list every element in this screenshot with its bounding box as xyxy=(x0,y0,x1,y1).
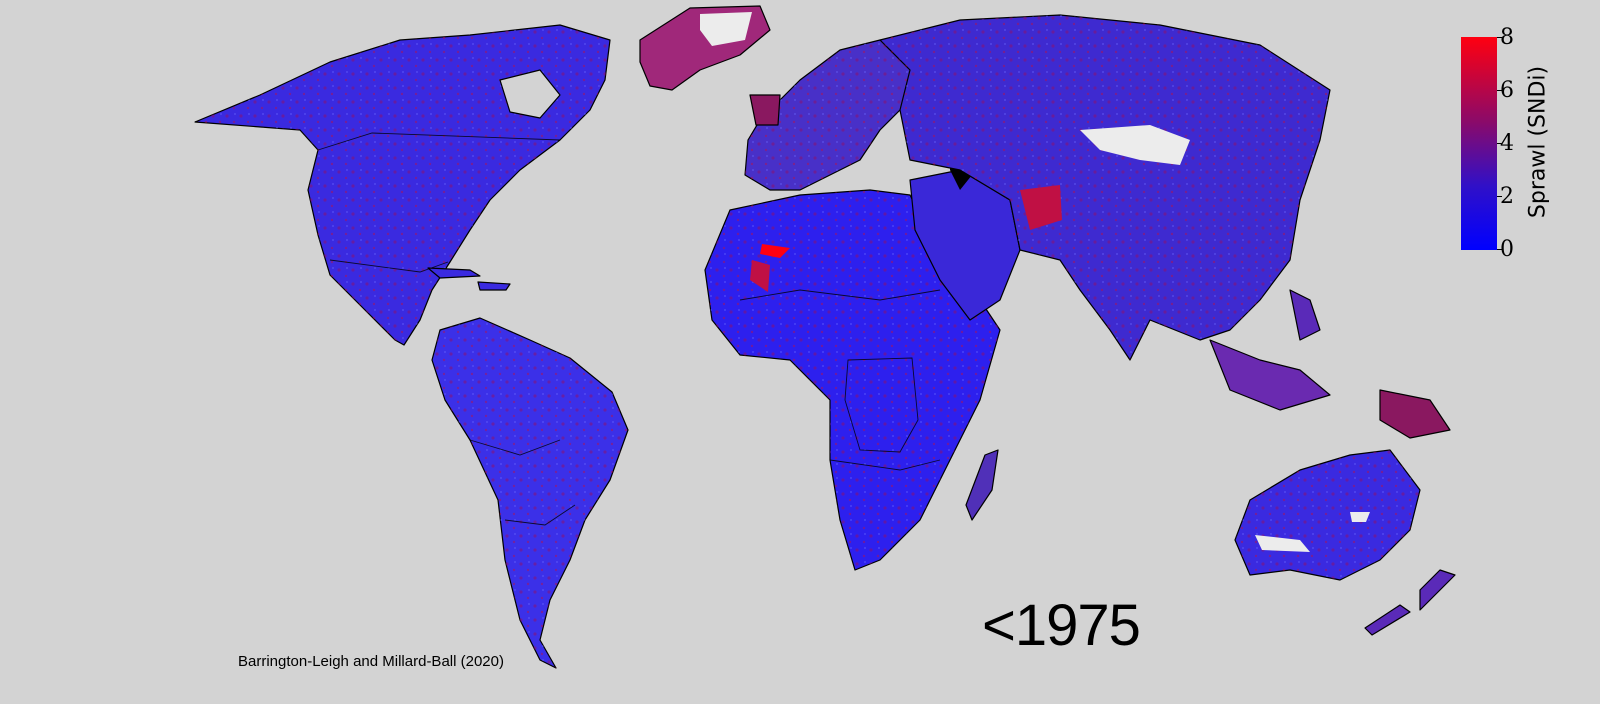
southeast-asia-islands xyxy=(1209,289,1451,439)
legend-tick: 8 xyxy=(1500,25,1514,50)
madagascar-region xyxy=(965,449,999,521)
legend-tick: 2 xyxy=(1500,184,1514,209)
caribbean-islands xyxy=(427,267,511,291)
asia-region xyxy=(879,14,1331,361)
legend-tick: 4 xyxy=(1500,131,1514,156)
legend-tick: 0 xyxy=(1500,237,1514,262)
era-label: <1975 xyxy=(982,593,1141,658)
south-america-region xyxy=(431,317,629,669)
greenland-region xyxy=(639,5,771,91)
legend-title: Sprawl (SNDi) xyxy=(1525,65,1551,219)
new-zealand-region xyxy=(1364,569,1456,636)
europe-region xyxy=(744,39,921,191)
legend-colorbar xyxy=(1461,37,1497,250)
attribution-text: Barrington-Leigh and Millard-Ball (2020) xyxy=(238,653,504,670)
north-america-region xyxy=(194,24,611,346)
legend-tick: 6 xyxy=(1500,78,1514,103)
australia-region xyxy=(1234,449,1421,581)
africa-region xyxy=(704,189,1001,571)
